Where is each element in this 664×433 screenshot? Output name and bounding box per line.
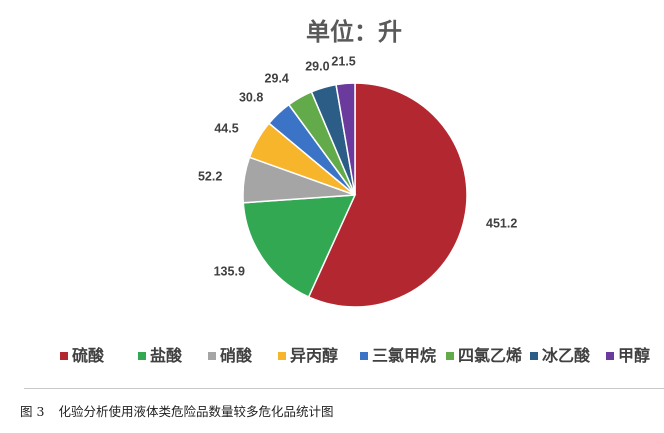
legend-label-7: 冰乙酸 xyxy=(542,346,591,365)
legend-label-8: 甲醇 xyxy=(618,346,650,365)
legend-item-6: 四氯乙烯 xyxy=(446,346,522,365)
legend-swatch-6 xyxy=(446,352,454,360)
figure-caption: 图 3 化验分析使用液体类危险品数量较多危化品统计图 xyxy=(20,401,333,420)
legend-label-1: 硫酸 xyxy=(72,346,105,365)
legend-item-8: 甲醇 xyxy=(606,346,650,365)
legend-swatch-4 xyxy=(278,352,286,360)
figure-caption-text: 化验分析使用液体类危险品数量较多危化品统计图 xyxy=(58,404,334,419)
legend-item-3: 硝酸 xyxy=(208,346,253,365)
data-label-5: 30.8 xyxy=(239,90,263,104)
data-label-8: 21.5 xyxy=(331,55,355,69)
legend-label-4: 异丙醇 xyxy=(290,346,338,365)
legend-item-7: 冰乙酸 xyxy=(530,346,591,365)
legend-item-2: 盐酸 xyxy=(138,346,183,365)
data-label-1: 451.2 xyxy=(486,216,517,230)
data-label-2: 135.9 xyxy=(214,264,245,278)
figure-number: 图 3 xyxy=(20,404,45,419)
legend-label-3: 硝酸 xyxy=(220,346,253,365)
legend-label-5: 三氯甲烷 xyxy=(372,346,436,365)
legend-item-5: 三氯甲烷 xyxy=(360,346,436,365)
legend-swatch-1 xyxy=(60,352,68,360)
pie-slices xyxy=(242,82,468,308)
data-label-4: 44.5 xyxy=(214,122,238,136)
pie-slice-8 xyxy=(335,82,356,196)
data-label-6: 29.4 xyxy=(265,71,289,85)
legend-swatch-7 xyxy=(530,352,538,360)
data-label-3: 52.2 xyxy=(198,170,222,184)
pie-slice-1 xyxy=(307,82,468,308)
legend-label-2: 盐酸 xyxy=(150,346,183,365)
legend-swatch-3 xyxy=(208,352,216,360)
legend-item-4: 异丙醇 xyxy=(278,346,338,365)
pie-data-labels: 451.2 135.9 52.2 44.5 30.829.4 29.0 21.5 xyxy=(198,55,517,279)
legend-swatch-2 xyxy=(138,352,146,360)
pie-slice-2 xyxy=(242,194,357,298)
data-label-7: 29.0 xyxy=(305,59,329,73)
legend-swatch-5 xyxy=(360,352,368,360)
caption-divider xyxy=(24,388,664,389)
legend-swatch-8 xyxy=(606,352,614,360)
legend-item-1: 硫酸 xyxy=(60,346,105,365)
legend: 硫酸 盐酸 硝酸 异丙醇 三氯甲烷 四氯乙烯 冰乙酸 甲醇 xyxy=(60,346,650,365)
chart-title: 单位：升 xyxy=(306,18,402,46)
legend-label-6: 四氯乙烯 xyxy=(458,346,522,365)
